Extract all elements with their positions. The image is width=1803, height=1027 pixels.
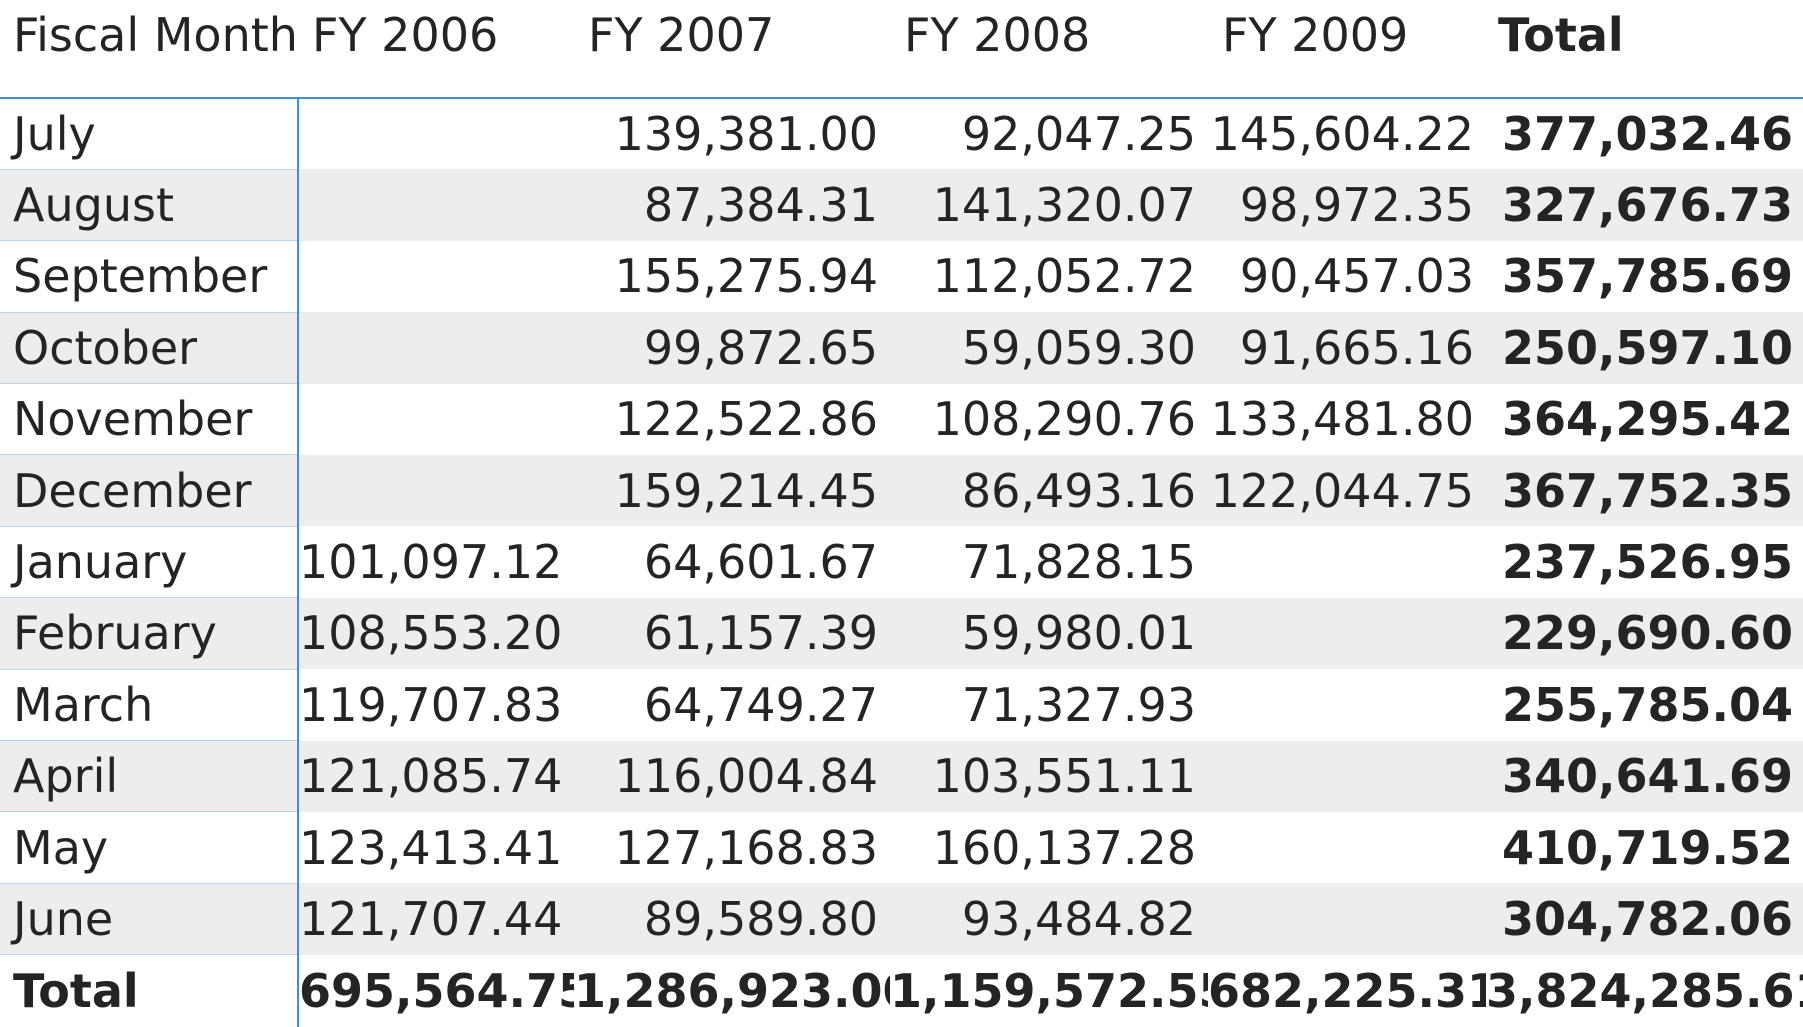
cell-fy2007: 116,004.84 xyxy=(574,740,890,812)
cell-fy2009: 91,665.16 xyxy=(1208,312,1486,384)
cell-row-total: 304,782.06 xyxy=(1486,883,1803,955)
column-header-fy2006[interactable]: FY 2006 xyxy=(298,0,574,99)
grand-total-fy2009: 682,225.31 xyxy=(1208,954,1486,1027)
cell-fy2009 xyxy=(1208,811,1486,884)
row-header-month[interactable]: November xyxy=(0,383,299,456)
row-header-month[interactable]: October xyxy=(0,312,299,385)
cell-row-total: 364,295.42 xyxy=(1486,383,1803,455)
cell-fy2006 xyxy=(298,383,574,455)
table-row: March 119,707.83 64,749.27 71,327.93 255… xyxy=(0,669,1803,742)
cell-fy2006: 123,413.41 xyxy=(298,811,574,884)
cell-fy2009 xyxy=(1208,526,1486,598)
row-header-month[interactable]: March xyxy=(0,669,299,742)
cell-fy2006: 101,097.12 xyxy=(298,526,574,598)
header-row: Fiscal Month FY 2006 FY 2007 FY 2008 FY … xyxy=(0,0,1803,99)
column-header-total[interactable]: Total xyxy=(1486,0,1803,99)
cell-row-total: 255,785.04 xyxy=(1486,669,1803,741)
table-row: May 123,413.41 127,168.83 160,137.28 410… xyxy=(0,811,1803,884)
grand-total-fy2007: 1,286,923.00 xyxy=(574,954,890,1027)
row-header-month[interactable]: February xyxy=(0,597,299,670)
cell-row-total: 250,597.10 xyxy=(1486,312,1803,384)
cell-row-total: 357,785.69 xyxy=(1486,240,1803,313)
cell-fy2007: 64,601.67 xyxy=(574,526,890,598)
cell-fy2007: 64,749.27 xyxy=(574,669,890,741)
cell-fy2007: 99,872.65 xyxy=(574,312,890,384)
row-header-month[interactable]: January xyxy=(0,526,299,599)
column-header-fy2008[interactable]: FY 2008 xyxy=(890,0,1208,99)
cell-fy2008: 160,137.28 xyxy=(890,811,1208,884)
cell-row-total: 237,526.95 xyxy=(1486,526,1803,598)
cell-row-total: 340,641.69 xyxy=(1486,740,1803,812)
cell-fy2007: 159,214.45 xyxy=(574,454,890,527)
grand-total-label[interactable]: Total xyxy=(0,954,299,1027)
column-header-fiscal-month[interactable]: Fiscal Month xyxy=(0,0,298,99)
table-row: June 121,707.44 89,589.80 93,484.82 304,… xyxy=(0,883,1803,956)
row-header-month[interactable]: September xyxy=(0,240,299,313)
grand-total-row: Total 695,564.75 1,286,923.00 1,159,572.… xyxy=(0,954,1803,1027)
cell-fy2007: 89,589.80 xyxy=(574,883,890,955)
cell-fy2006: 119,707.83 xyxy=(298,669,574,741)
cell-fy2006 xyxy=(298,169,574,241)
table-row: September 155,275.94 112,052.72 90,457.0… xyxy=(0,240,1803,313)
cell-row-total: 377,032.46 xyxy=(1486,98,1803,170)
row-header-month[interactable]: June xyxy=(0,883,299,956)
cell-fy2006 xyxy=(298,312,574,384)
cell-fy2006: 108,553.20 xyxy=(298,597,574,670)
table-row: February 108,553.20 61,157.39 59,980.01 … xyxy=(0,597,1803,670)
cell-fy2007: 139,381.00 xyxy=(574,98,890,170)
cell-row-total: 410,719.52 xyxy=(1486,811,1803,884)
cell-fy2009: 133,481.80 xyxy=(1208,383,1486,455)
column-header-fy2007[interactable]: FY 2007 xyxy=(574,0,890,99)
row-header-month[interactable]: December xyxy=(0,454,299,527)
cell-row-total: 327,676.73 xyxy=(1486,169,1803,241)
cell-fy2009: 122,044.75 xyxy=(1208,454,1486,527)
grand-total-fy2006: 695,564.75 xyxy=(298,954,574,1027)
cell-row-total: 367,752.35 xyxy=(1486,454,1803,527)
row-header-month[interactable]: July xyxy=(0,98,299,170)
table-row: July 139,381.00 92,047.25 145,604.22 377… xyxy=(0,98,1803,170)
cell-fy2008: 103,551.11 xyxy=(890,740,1208,812)
cell-fy2009 xyxy=(1208,669,1486,741)
table-row: October 99,872.65 59,059.30 91,665.16 25… xyxy=(0,312,1803,385)
table-row: April 121,085.74 116,004.84 103,551.11 3… xyxy=(0,740,1803,813)
cell-fy2008: 93,484.82 xyxy=(890,883,1208,955)
cell-fy2009 xyxy=(1208,740,1486,812)
cell-fy2009: 98,972.35 xyxy=(1208,169,1486,241)
cell-fy2008: 141,320.07 xyxy=(890,169,1208,241)
cell-fy2008: 59,059.30 xyxy=(890,312,1208,384)
table-row: January 101,097.12 64,601.67 71,828.15 2… xyxy=(0,526,1803,599)
cell-fy2009: 145,604.22 xyxy=(1208,98,1486,170)
table-row: December 159,214.45 86,493.16 122,044.75… xyxy=(0,454,1803,527)
cell-fy2007: 155,275.94 xyxy=(574,240,890,313)
cell-fy2007: 122,522.86 xyxy=(574,383,890,455)
cell-fy2006 xyxy=(298,240,574,313)
cell-fy2009 xyxy=(1208,883,1486,955)
cell-row-total: 229,690.60 xyxy=(1486,597,1803,670)
cell-fy2008: 92,047.25 xyxy=(890,98,1208,170)
cell-fy2008: 86,493.16 xyxy=(890,454,1208,527)
grand-total-overall: 3,824,285.61 xyxy=(1486,954,1803,1027)
cell-fy2009: 90,457.03 xyxy=(1208,240,1486,313)
cell-fy2008: 71,828.15 xyxy=(890,526,1208,598)
cell-fy2006: 121,085.74 xyxy=(298,740,574,812)
cell-fy2006 xyxy=(298,98,574,170)
cell-fy2006: 121,707.44 xyxy=(298,883,574,955)
cell-fy2008: 108,290.76 xyxy=(890,383,1208,455)
cell-fy2008: 71,327.93 xyxy=(890,669,1208,741)
cell-fy2008: 112,052.72 xyxy=(890,240,1208,313)
table-row: August 87,384.31 141,320.07 98,972.35 32… xyxy=(0,169,1803,242)
cell-fy2008: 59,980.01 xyxy=(890,597,1208,670)
cell-fy2007: 61,157.39 xyxy=(574,597,890,670)
grand-total-fy2008: 1,159,572.55 xyxy=(890,954,1208,1027)
table-row: November 122,522.86 108,290.76 133,481.8… xyxy=(0,383,1803,456)
cell-fy2007: 87,384.31 xyxy=(574,169,890,241)
cell-fy2006 xyxy=(298,454,574,527)
row-header-month[interactable]: May xyxy=(0,811,299,884)
row-header-month[interactable]: August xyxy=(0,169,299,242)
cell-fy2007: 127,168.83 xyxy=(574,811,890,884)
cell-fy2009 xyxy=(1208,597,1486,670)
row-header-month[interactable]: April xyxy=(0,740,299,813)
column-header-fy2009[interactable]: FY 2009 xyxy=(1208,0,1486,99)
